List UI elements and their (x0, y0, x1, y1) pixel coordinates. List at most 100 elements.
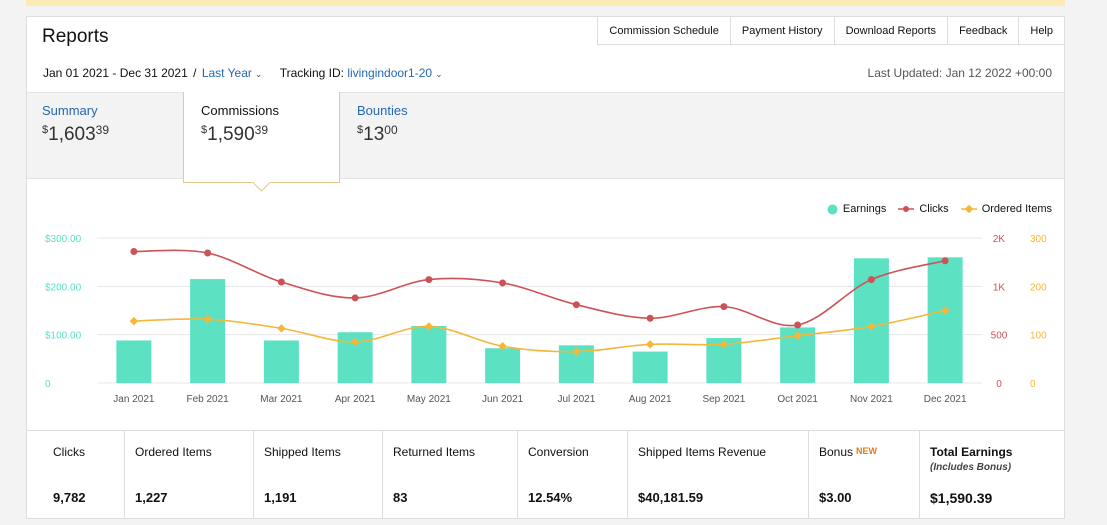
stat-value: $3.00 (819, 490, 852, 505)
y-right-ordered-tick: 300 (1030, 234, 1047, 245)
download-reports-link[interactable]: Download Reports (833, 17, 948, 45)
legend-earnings[interactable]: Earnings (827, 203, 886, 215)
period-dropdown[interactable]: Last Year (201, 66, 252, 80)
earnings-chart: 0 0 0 $100.00 500 100 $200.00 1K 200 $300.00 2K 300… (45, 234, 1047, 405)
stat-label: Shipped Items (264, 445, 341, 459)
x-axis-tick: Jan 2021 (113, 394, 155, 405)
clicks-point (941, 257, 949, 265)
commission-schedule-link[interactable]: Commission Schedule (597, 17, 730, 45)
ordered-items-point (277, 324, 286, 333)
circle-icon (827, 204, 838, 214)
clicks-point (351, 294, 359, 302)
chart-legend: Earnings Clicks Ordered Items (827, 203, 1052, 215)
stat-total-earnings: Total Earnings (Includes Bonus) $1,590.3… (920, 431, 1064, 519)
clicks-point (646, 314, 654, 322)
clicks-point (204, 249, 212, 257)
stat-returned-items: Returned Items 83 (383, 431, 518, 519)
stat-value: 1,227 (135, 490, 168, 505)
y-right-ordered-tick: 100 (1030, 331, 1047, 342)
y-left-tick: $100.00 (45, 331, 82, 342)
stat-conversion: Conversion 12.54% (518, 431, 628, 519)
stat-sublabel: (Includes Bonus) (930, 462, 1012, 473)
clicks-point (277, 278, 285, 286)
ordered-items-point (350, 337, 360, 347)
clicks-point (794, 321, 802, 329)
earnings-bar (263, 340, 299, 383)
y-left-tick: 0 (45, 379, 51, 390)
stat-value: $40,181.59 (638, 490, 704, 505)
stat-ordered-items: Ordered Items 1,227 (125, 431, 254, 519)
date-separator: / (193, 66, 197, 80)
tab-amount: $1300 (357, 123, 398, 145)
chevron-down-icon[interactable]: ⌄ (254, 69, 263, 79)
legend-ordered-items[interactable]: Ordered Items (960, 203, 1052, 215)
page-title: Reports (42, 26, 109, 47)
y-left-tick: $200.00 (45, 282, 82, 293)
ordered-items-point (940, 306, 950, 315)
ordered-items-point (203, 314, 212, 324)
clicks-point (720, 303, 728, 311)
clicks-point (499, 279, 507, 287)
stat-value: 1,191 (264, 490, 297, 505)
stat-value: 12.54% (528, 490, 573, 505)
stats-row: Clicks 9,782 Ordered Items 1,227 Shipped… (27, 430, 1064, 519)
x-axis-tick: Sep 2021 (702, 394, 745, 405)
stat-label: Clicks (53, 445, 85, 459)
y-right-clicks-tick: 1K (993, 282, 1006, 293)
ordered-items-point (424, 322, 434, 331)
x-axis-tick: Dec 2021 (924, 394, 967, 405)
chevron-down-icon[interactable]: ⌄ (435, 69, 443, 79)
reports-card: Reports Commission Schedule Payment Hist… (26, 16, 1065, 519)
earnings-bar (116, 340, 152, 383)
x-axis-tick: Aug 2021 (629, 394, 672, 405)
tracking-id-dropdown[interactable]: livingindoor1-20 (347, 66, 433, 80)
clicks-point (425, 276, 433, 284)
stat-label: Bonus NEW (819, 445, 878, 459)
new-badge: NEW (856, 446, 878, 456)
help-link[interactable]: Help (1018, 17, 1064, 45)
clicks-line (133, 249, 946, 327)
tab-commissions[interactable]: Commissions $1,59039 (183, 92, 340, 192)
stat-shipped-items: Shipped Items 1,191 (254, 431, 383, 519)
y-left-tick: $300.00 (45, 234, 82, 245)
feedback-link[interactable]: Feedback (947, 17, 1019, 45)
tab-label: Commissions (201, 103, 280, 118)
ordered-items-point (645, 340, 655, 349)
tab-bounties[interactable]: Bounties $1300 (357, 103, 408, 146)
stat-value: 83 (393, 490, 408, 505)
stat-label: Total Earnings (930, 445, 1013, 459)
date-range: Jan 01 2021 - Dec 31 2021 (43, 66, 188, 80)
tab-summary[interactable]: Summary $1,60339 (42, 103, 109, 146)
stat-label: Ordered Items (135, 445, 212, 459)
earnings-bar (927, 257, 963, 383)
last-updated: Last Updated: Jan 12 2022 +00:00 (867, 66, 1052, 80)
x-axis-tick: Nov 2021 (850, 394, 893, 405)
summary-tabs: Summary $1,60339 Commissions $1,59039 Bo… (27, 92, 1064, 192)
x-axis-tick: May 2021 (407, 394, 451, 405)
notice-banner (26, 0, 1065, 6)
payment-history-link[interactable]: Payment History (729, 17, 834, 45)
stat-clicks: Clicks 9,782 (27, 431, 125, 519)
line-marker-icon (898, 206, 915, 212)
clicks-point (572, 301, 580, 309)
earnings-bar (485, 348, 521, 383)
ordered-items-point (129, 316, 139, 326)
y-right-ordered-tick: 200 (1030, 282, 1047, 293)
earnings-bar (411, 325, 447, 383)
report-filters: Jan 01 2021 - Dec 31 2021 / Last Year ⌄ T… (43, 66, 443, 80)
tab-label: Bounties (357, 103, 408, 118)
x-axis-tick: Jul 2021 (557, 394, 595, 405)
x-axis-tick: Oct 2021 (777, 394, 818, 405)
clicks-point (867, 276, 875, 284)
tracking-id-label: Tracking ID: (279, 66, 344, 80)
x-axis-tick: Jun 2021 (482, 394, 524, 405)
legend-clicks[interactable]: Clicks (898, 203, 949, 215)
x-axis-tick: Mar 2021 (260, 394, 303, 405)
tab-amount: $1,60339 (42, 123, 110, 145)
stat-label: Returned Items (393, 445, 476, 459)
y-right-clicks-tick: 0 (996, 379, 1002, 390)
stat-value: 9,782 (53, 490, 86, 505)
stat-value: $1,590.39 (930, 490, 993, 506)
clicks-point (130, 248, 138, 256)
stat-label: Shipped Items Revenue (638, 445, 767, 459)
